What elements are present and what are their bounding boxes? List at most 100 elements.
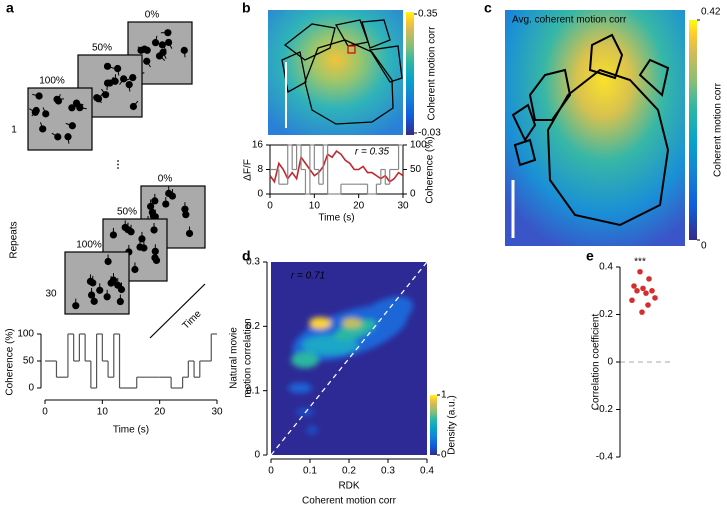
x-tick-label: 0.2: [342, 466, 356, 477]
y-tick-label: 16: [252, 140, 264, 151]
dot-direction: [51, 132, 59, 138]
dot-direction: [126, 77, 133, 81]
dot-direction: [117, 68, 120, 76]
y-axis-label: Coherence (%): [5, 328, 16, 395]
dot-direction: [106, 83, 109, 91]
coherence-label: 100%: [76, 240, 102, 251]
dot-direction: [39, 122, 44, 130]
dot: [645, 302, 651, 308]
panel-label: d: [242, 248, 251, 264]
y-tick-label: 0.2: [599, 309, 613, 320]
dot-direction: [128, 84, 131, 92]
y-axis-label: Correlation coefficient: [591, 314, 602, 411]
x-tick-label: 30: [211, 407, 223, 418]
coherence-label: 0%: [158, 174, 173, 185]
coherence-label: 100%: [39, 76, 65, 87]
y-tick-label: -0.2: [596, 404, 614, 415]
y-tick-label: 0: [28, 383, 34, 394]
density-field: [288, 296, 413, 434]
dot: [39, 125, 47, 133]
y-tick-label: 0: [254, 450, 260, 461]
map-title: Avg. coherent motion corr: [512, 15, 627, 26]
dot: [643, 290, 649, 296]
dot: [652, 295, 658, 301]
colorbar-label: Coherent motion corr: [713, 82, 724, 177]
x-axis-label: Time (s): [113, 425, 149, 436]
dot: [629, 297, 635, 304]
dot-direction: [183, 50, 186, 58]
y-tick-label: 0: [607, 357, 613, 368]
colorbar: [430, 395, 437, 455]
coherence-label: 50%: [92, 43, 112, 54]
x-tick-label: 0.1: [303, 466, 317, 477]
dot: [64, 133, 72, 141]
dot: [151, 39, 160, 47]
roi-marker: [347, 45, 356, 54]
dot-direction: [79, 107, 87, 110]
y-axis-label: Natural movie: [229, 327, 240, 389]
dot-direction: [159, 55, 166, 61]
dot: [631, 283, 637, 289]
x-tick-label: 0: [267, 201, 273, 212]
y-tick-label: -0.4: [596, 452, 614, 463]
dot-direction: [76, 102, 84, 106]
dot-direction: [119, 78, 125, 85]
y-tick-label: 0.4: [599, 262, 613, 273]
y-tick-label: 0.3: [246, 257, 260, 268]
dot-direction: [65, 122, 73, 127]
x-tick-label: 10: [309, 201, 321, 212]
dot-direction: [67, 136, 70, 144]
x-tick-label: 0.3: [381, 466, 395, 477]
y-tick-label: 8: [257, 164, 263, 175]
dot-direction: [107, 65, 115, 69]
colorbar-tick-label: -0.03: [418, 128, 441, 139]
dot-direction: [161, 44, 167, 51]
panel-label: a: [6, 0, 14, 16]
x-tick-label: 0: [268, 466, 274, 477]
x-tick-label: 20: [353, 201, 365, 212]
ellipsis: ⋮: [113, 160, 123, 171]
y-tick-label: 100: [410, 140, 427, 151]
dot-direction: [133, 100, 139, 107]
colorbar-tick-label: 0: [701, 241, 707, 252]
x-tick-label: 20: [154, 407, 166, 418]
dot-direction: [57, 94, 61, 102]
coherence-label: 50%: [117, 207, 137, 218]
dot: [646, 276, 652, 282]
dot: [637, 268, 643, 275]
y-tick-label: 0.1: [246, 385, 260, 396]
y-tick-label: 100: [17, 329, 34, 340]
x-tick-label: 30: [397, 201, 409, 212]
dot: [634, 287, 640, 294]
colorbar-tick-label: 1: [441, 390, 447, 401]
annotation: r = 0.35: [355, 147, 390, 158]
y-tick-label: 0: [410, 189, 416, 200]
colorbar-tick-label: 0.42: [701, 7, 721, 18]
y2-axis-label: Coherence (%): [425, 136, 436, 203]
x-axis-label: RDK: [338, 481, 359, 492]
colorbar: [406, 12, 414, 135]
y-axis-label: motion correlation: [243, 318, 254, 397]
repeat-label: 1: [11, 125, 17, 136]
dot-direction: [137, 46, 145, 50]
dot: [649, 287, 655, 294]
y-tick-label: 50: [23, 356, 35, 367]
colorbar-tick-label: 0.35: [418, 9, 438, 20]
dot-direction: [100, 88, 107, 95]
panel-label: b: [242, 0, 251, 16]
dot-direction: [162, 52, 167, 59]
y-tick-label: 0: [257, 189, 263, 200]
y-axis-label: ΔF/F: [243, 159, 254, 181]
dot-direction: [168, 42, 173, 49]
map-image: [268, 10, 403, 135]
dot: [639, 309, 645, 315]
x-axis-label: Time (s): [318, 213, 354, 224]
x-tick-label: 10: [97, 407, 109, 418]
dot-direction: [42, 107, 47, 115]
dot-direction: [32, 93, 40, 97]
dot-direction: [146, 60, 152, 68]
time-arrow: [149, 283, 206, 339]
y-tick-label: 0.2: [246, 321, 260, 332]
annotation: r = 0.71: [291, 271, 325, 282]
dot-direction: [98, 93, 104, 100]
